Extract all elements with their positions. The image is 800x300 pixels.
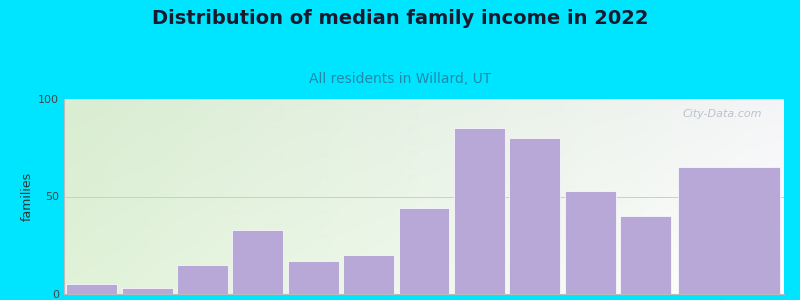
Text: All residents in Willard, UT: All residents in Willard, UT — [309, 72, 491, 86]
Bar — [288, 261, 338, 294]
Bar — [565, 191, 616, 294]
Text: City-Data.com: City-Data.com — [683, 109, 762, 119]
Bar — [620, 216, 671, 294]
Bar — [122, 288, 173, 294]
Text: Distribution of median family income in 2022: Distribution of median family income in … — [152, 9, 648, 28]
Bar — [177, 265, 228, 294]
Bar — [398, 208, 450, 294]
Bar — [678, 167, 779, 294]
Bar — [343, 255, 394, 294]
Bar — [232, 230, 283, 294]
Y-axis label: families: families — [21, 172, 34, 221]
Bar — [454, 128, 505, 294]
Bar — [66, 284, 117, 294]
Bar — [510, 138, 560, 294]
